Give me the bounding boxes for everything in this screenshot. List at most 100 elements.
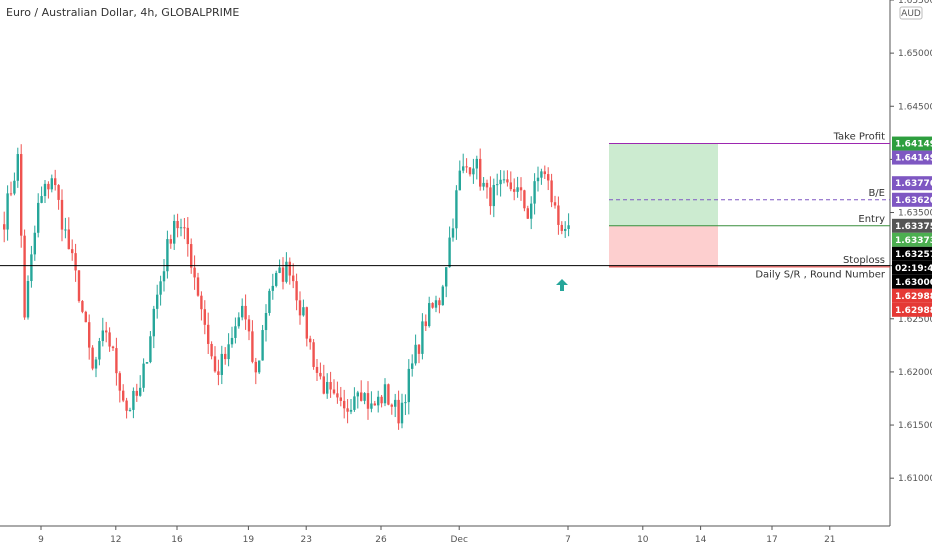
candle-body bbox=[513, 189, 516, 192]
x-tick-label: 9 bbox=[38, 535, 44, 545]
candle-body bbox=[268, 290, 271, 313]
candle-body bbox=[353, 396, 356, 410]
price-tag bbox=[892, 274, 932, 289]
candle-body bbox=[547, 174, 550, 181]
candle-body bbox=[84, 311, 87, 323]
candle-body bbox=[400, 402, 404, 424]
x-tick-label: 7 bbox=[565, 535, 571, 545]
candle-body bbox=[322, 376, 325, 394]
candle-body bbox=[217, 371, 220, 375]
candle-body bbox=[94, 359, 98, 369]
candle-body bbox=[360, 392, 363, 401]
candle-body bbox=[118, 373, 121, 391]
candle-body bbox=[567, 225, 570, 229]
candle-body bbox=[33, 232, 36, 255]
candle-body bbox=[179, 227, 183, 229]
candle-body bbox=[309, 338, 312, 343]
candle-body bbox=[81, 301, 84, 312]
candle-body bbox=[285, 261, 288, 282]
x-tick-label: 19 bbox=[243, 535, 255, 545]
candle-body bbox=[516, 187, 519, 192]
candle-body bbox=[339, 397, 342, 401]
candle-body bbox=[91, 347, 94, 369]
candle-body bbox=[190, 244, 193, 268]
candle-body bbox=[377, 396, 380, 406]
candle-body bbox=[492, 184, 495, 207]
currency-label: AUD bbox=[901, 9, 921, 19]
candle-body bbox=[115, 348, 118, 374]
candle-body bbox=[50, 178, 53, 190]
candle-body bbox=[370, 403, 373, 409]
candle-body bbox=[424, 321, 427, 327]
candle-body bbox=[173, 220, 176, 244]
loss-zone[interactable] bbox=[609, 225, 718, 267]
price-tag-label: 1.64149 bbox=[895, 140, 932, 150]
candle-body bbox=[295, 281, 298, 301]
candle-body bbox=[74, 253, 77, 271]
y-tick-label: 1.63500 bbox=[898, 209, 932, 219]
candle-body bbox=[305, 307, 308, 339]
candle-body bbox=[135, 390, 138, 396]
candle-body bbox=[387, 384, 390, 405]
candle-body bbox=[125, 400, 128, 411]
price-tag bbox=[892, 260, 932, 275]
candle-body bbox=[523, 190, 526, 209]
candle-body bbox=[166, 239, 169, 272]
candle-body bbox=[550, 180, 553, 203]
y-tick-label: 1.62500 bbox=[898, 315, 932, 325]
profit-zone[interactable] bbox=[609, 143, 718, 226]
candle-body bbox=[414, 344, 417, 364]
candle-body bbox=[149, 336, 152, 363]
candle-body bbox=[564, 228, 567, 231]
level-label: B/E bbox=[868, 188, 885, 199]
candle-body bbox=[411, 363, 414, 369]
candle-body bbox=[271, 285, 274, 291]
candle-body bbox=[98, 341, 101, 360]
candle-body bbox=[292, 275, 295, 282]
candle-body bbox=[111, 346, 115, 349]
candle-body bbox=[227, 344, 230, 360]
candle-body bbox=[349, 409, 353, 412]
candle-body bbox=[499, 179, 502, 185]
candle-body bbox=[261, 330, 264, 361]
price-tag bbox=[892, 302, 932, 317]
candle-body bbox=[475, 158, 478, 169]
price-tag-label: 1.63375 bbox=[895, 222, 932, 232]
candle-body bbox=[543, 171, 546, 175]
candle-body bbox=[26, 281, 30, 318]
price-tag bbox=[892, 150, 932, 165]
candle-body bbox=[247, 319, 251, 332]
candle-body bbox=[417, 344, 421, 354]
candle-body bbox=[404, 402, 407, 404]
candle-body bbox=[3, 224, 6, 230]
candle-body bbox=[156, 294, 159, 309]
candle-body bbox=[60, 199, 64, 230]
chart-title: Euro / Australian Dollar, 4h, GLOBALPRIM… bbox=[6, 6, 240, 19]
candle-body bbox=[380, 396, 383, 404]
candle-body bbox=[67, 229, 70, 250]
candle-body bbox=[71, 249, 74, 254]
candle-body bbox=[438, 300, 441, 306]
price-tag-label: 1.63257 bbox=[895, 250, 932, 260]
candle-body bbox=[122, 390, 125, 401]
candle-body bbox=[441, 286, 444, 306]
candle-body bbox=[366, 393, 370, 409]
candle-body bbox=[30, 254, 33, 282]
candle-body bbox=[105, 330, 108, 333]
candle-body bbox=[465, 166, 468, 168]
candle-body bbox=[526, 208, 529, 219]
candle-body bbox=[54, 178, 57, 186]
candle-body bbox=[77, 270, 81, 302]
y-tick-label: 1.65000 bbox=[898, 49, 932, 59]
candle-body bbox=[43, 183, 47, 197]
candle-body bbox=[326, 381, 329, 394]
candle-body bbox=[496, 184, 499, 186]
price-tag bbox=[892, 288, 932, 303]
candle-body bbox=[479, 158, 482, 187]
y-tick-label: 1.61500 bbox=[898, 421, 932, 431]
price-tag bbox=[892, 136, 932, 151]
candle-body bbox=[533, 181, 536, 204]
candle-body bbox=[506, 179, 509, 183]
candle-body bbox=[132, 390, 135, 410]
